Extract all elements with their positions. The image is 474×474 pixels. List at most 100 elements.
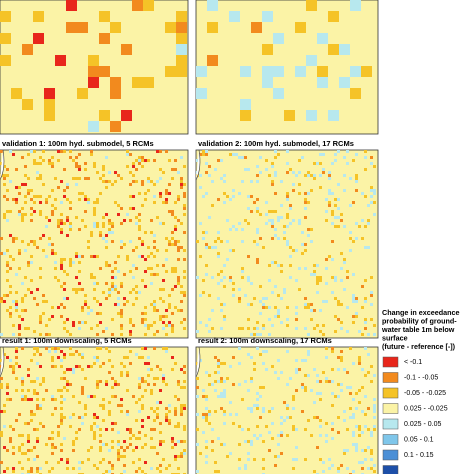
map-cell xyxy=(138,356,141,359)
map-cell xyxy=(150,407,153,410)
map-cell xyxy=(355,174,358,177)
map-cell xyxy=(304,359,307,362)
map-cell xyxy=(253,297,256,300)
map-cell xyxy=(298,171,301,174)
map-cell xyxy=(211,204,214,207)
map-cell xyxy=(256,210,259,213)
map-cell xyxy=(110,88,121,99)
map-cell xyxy=(343,156,346,159)
map-cell xyxy=(168,422,171,425)
map-cell xyxy=(180,368,183,371)
map-cell xyxy=(135,353,138,356)
map-cell xyxy=(346,276,349,279)
map-cell xyxy=(27,470,30,473)
map-cell xyxy=(21,213,24,216)
map-cell xyxy=(66,461,69,464)
map-cell xyxy=(147,374,150,377)
map-cell xyxy=(346,386,349,389)
map-cell xyxy=(211,276,214,279)
map-cell xyxy=(316,380,319,383)
map-cell xyxy=(325,219,328,222)
map-cell xyxy=(39,365,42,368)
map-cell xyxy=(111,333,114,336)
map-cell xyxy=(304,192,307,195)
map-cell xyxy=(15,303,18,306)
map-cell xyxy=(156,249,159,252)
map-cell xyxy=(81,356,84,359)
map-cell xyxy=(45,333,48,336)
map-cell xyxy=(63,386,66,389)
map-cell xyxy=(304,216,307,219)
map-cell xyxy=(135,297,138,300)
map-cell xyxy=(168,303,171,306)
map-cell xyxy=(199,359,202,362)
map-cell xyxy=(220,159,223,162)
map-cell xyxy=(280,434,283,437)
map-cell xyxy=(0,383,3,386)
map-cell xyxy=(223,410,226,413)
map-cell xyxy=(358,434,361,437)
map-cell xyxy=(57,279,60,282)
map-cell xyxy=(286,225,289,228)
map-cell xyxy=(150,267,153,270)
map-cell xyxy=(211,246,214,249)
map-cell xyxy=(307,419,310,422)
map-cell xyxy=(367,446,370,449)
map-cell xyxy=(208,413,211,416)
map-cell xyxy=(256,261,259,264)
map-cell xyxy=(253,404,256,407)
map-cell xyxy=(120,410,123,413)
map-cell xyxy=(78,353,81,356)
map-cell xyxy=(355,425,358,428)
map-cell xyxy=(123,449,126,452)
map-cell xyxy=(304,297,307,300)
map-cell xyxy=(165,383,168,386)
map-cell xyxy=(174,228,177,231)
map-cell xyxy=(214,380,217,383)
map-cell xyxy=(3,213,6,216)
map-cell xyxy=(223,413,226,416)
map-cell xyxy=(349,231,352,234)
map-cell xyxy=(273,66,284,77)
map-cell xyxy=(30,207,33,210)
map-cell xyxy=(15,237,18,240)
map-cell xyxy=(39,318,42,321)
map-cell xyxy=(183,449,186,452)
map-cell xyxy=(168,192,171,195)
map-cell xyxy=(265,159,268,162)
map-cell xyxy=(0,386,3,389)
map-cell xyxy=(319,398,322,401)
map-cell xyxy=(87,201,90,204)
map-cell xyxy=(168,294,171,297)
map-cell xyxy=(69,156,72,159)
map-cell xyxy=(247,452,250,455)
map-cell xyxy=(9,210,12,213)
map-background xyxy=(195,346,379,474)
map-cell xyxy=(355,300,358,303)
map-cell xyxy=(370,365,373,368)
map-cell xyxy=(126,389,129,392)
map-cell xyxy=(316,282,319,285)
map-cell xyxy=(232,356,235,359)
map-cell xyxy=(337,300,340,303)
map-cell xyxy=(259,353,262,356)
map-cell xyxy=(69,150,72,153)
map-cell xyxy=(214,240,217,243)
map-cell xyxy=(229,276,232,279)
map-cell xyxy=(162,377,165,380)
map-cell xyxy=(72,288,75,291)
map-cell xyxy=(150,324,153,327)
map-cell xyxy=(349,386,352,389)
map-cell xyxy=(180,183,183,186)
map-cell xyxy=(183,452,186,455)
map-cell xyxy=(105,428,108,431)
map-cell xyxy=(177,309,180,312)
map-cell xyxy=(117,291,120,294)
map-cell xyxy=(117,449,120,452)
map-cell xyxy=(57,461,60,464)
map-cell xyxy=(205,264,208,267)
map-cell xyxy=(63,168,66,171)
map-cell xyxy=(88,77,99,88)
map-cell xyxy=(129,428,132,431)
map-cell xyxy=(174,201,177,204)
